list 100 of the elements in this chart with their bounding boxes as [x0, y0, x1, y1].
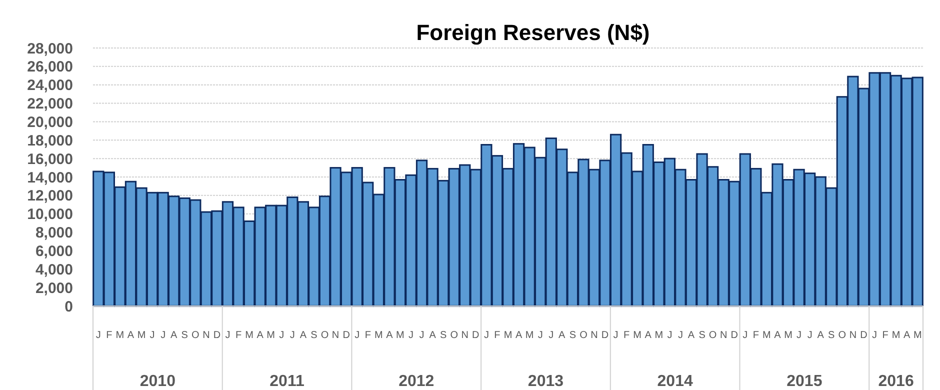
x-tick-label: O — [192, 330, 200, 341]
x-tick-label: A — [429, 330, 436, 341]
text: 2016 — [878, 373, 914, 390]
x-tick-label: M — [266, 330, 276, 341]
x-tick-label: F — [624, 330, 630, 341]
x-tick-label: J — [419, 330, 424, 341]
x-tick-label: F — [364, 330, 371, 341]
y-tick-label: 8,000 — [35, 224, 73, 242]
y-tick-label: 26,000 — [27, 58, 73, 76]
x-tick-label: J — [742, 330, 748, 341]
x-tick-label: N — [461, 330, 468, 341]
x-tick-label: N — [590, 330, 598, 341]
x-tick-label: A — [558, 330, 566, 341]
y-tick-label: 16,000 — [27, 150, 73, 168]
x-tick-label: J — [279, 330, 284, 341]
x-tick-label: M — [892, 330, 900, 341]
x-tick-label: F — [494, 330, 500, 341]
x-tick-label: A — [688, 330, 695, 341]
x-tick-label: J — [408, 330, 414, 341]
x-tick-label: A — [256, 330, 264, 341]
x-tick-label: M — [396, 330, 404, 341]
x-tick-label: D — [472, 330, 480, 341]
x-tick-label: M — [525, 330, 534, 341]
x-tick-label: D — [860, 330, 868, 341]
y-tick-label: 2,000 — [35, 280, 73, 297]
x-tick-label: J — [796, 330, 802, 341]
x-tick-label: M — [137, 330, 146, 341]
text: 2011 — [270, 373, 304, 390]
chart-title: Foreign Reserves (N$) — [416, 20, 650, 45]
x-tick-label: S — [698, 330, 706, 341]
x-tick-label: J — [667, 330, 672, 341]
x-tick-label: J — [807, 330, 812, 341]
x-tick-label: A — [644, 330, 652, 341]
y-tick-label: 0 — [64, 298, 73, 316]
x-tick-label: A — [903, 330, 910, 341]
x-tick-label: J — [290, 330, 295, 341]
y-tick-label: 10,000 — [27, 206, 73, 224]
x-tick-label: N — [849, 330, 857, 341]
text: 2012 — [398, 373, 434, 390]
x-tick-label: A — [386, 330, 394, 341]
y-tick-label: 22,000 — [27, 96, 73, 113]
x-tick-label: M — [913, 330, 922, 341]
y-tick-label: 12,000 — [27, 188, 73, 205]
x-tick-label: F — [235, 330, 242, 341]
x-tick-label: M — [762, 330, 771, 341]
x-tick-label: D — [730, 330, 738, 341]
x-tick-label: S — [310, 330, 318, 341]
x-tick-label: O — [450, 330, 458, 341]
x-tick-label: S — [440, 330, 447, 341]
y-tick-label: 6,000 — [35, 242, 73, 260]
x-tick-label: D — [213, 330, 221, 341]
y-tick-label: 20,000 — [27, 114, 73, 131]
y-tick-label: 14,000 — [27, 169, 73, 186]
y-tick-label: 18,000 — [27, 132, 73, 150]
x-tick-label: J — [613, 330, 618, 341]
x-tick-label: O — [320, 330, 329, 341]
x-tick-label: J — [225, 330, 230, 341]
x-tick-label: J — [150, 330, 155, 341]
x-tick-label: J — [678, 330, 683, 341]
x-tick-label: J — [160, 330, 166, 341]
text: 2015 — [786, 373, 822, 390]
y-tick-label: 28,000 — [27, 40, 73, 58]
x-tick-label: J — [538, 330, 543, 341]
x-tick-label: S — [569, 330, 576, 341]
x-tick-label: D — [601, 330, 609, 341]
x-tick-label: A — [774, 330, 782, 341]
x-tick-label: J — [96, 330, 101, 341]
x-tick-label: A — [127, 330, 134, 341]
text: 2014 — [657, 373, 693, 390]
x-tick-label: J — [872, 330, 877, 341]
y-tick-label: 24,000 — [27, 77, 73, 94]
x-tick-label: A — [300, 330, 307, 341]
x-tick-label: J — [354, 330, 360, 341]
x-tick-label: F — [882, 330, 888, 341]
x-tick-label: F — [106, 330, 112, 341]
x-tick-label: M — [654, 330, 664, 341]
x-tick-label: N — [720, 330, 728, 341]
x-tick-label: O — [838, 330, 846, 341]
x-tick-label: S — [828, 330, 836, 341]
x-tick-label: S — [181, 330, 188, 341]
x-tick-label: A — [170, 330, 178, 341]
x-tick-label: N — [332, 330, 340, 341]
x-tick-label: D — [342, 330, 350, 341]
x-tick-label: A — [515, 330, 522, 341]
x-tick-label: M — [116, 330, 124, 341]
x-tick-label: M — [633, 330, 642, 341]
x-tick-label: J — [484, 330, 489, 341]
x-tick-label: O — [580, 330, 588, 341]
x-tick-label: N — [202, 330, 210, 341]
text: 2013 — [528, 373, 564, 390]
x-tick-label: A — [817, 330, 824, 341]
x-tick-label: O — [708, 330, 717, 341]
x-tick-label: M — [504, 330, 512, 341]
x-tick-label: F — [752, 330, 759, 341]
x-tick-label: M — [245, 330, 254, 341]
x-tick-label: M — [784, 330, 792, 341]
y-tick-label: 4,000 — [35, 261, 73, 278]
text: 2010 — [140, 373, 176, 390]
x-tick-label: J — [548, 330, 554, 341]
x-tick-label: M — [374, 330, 383, 341]
